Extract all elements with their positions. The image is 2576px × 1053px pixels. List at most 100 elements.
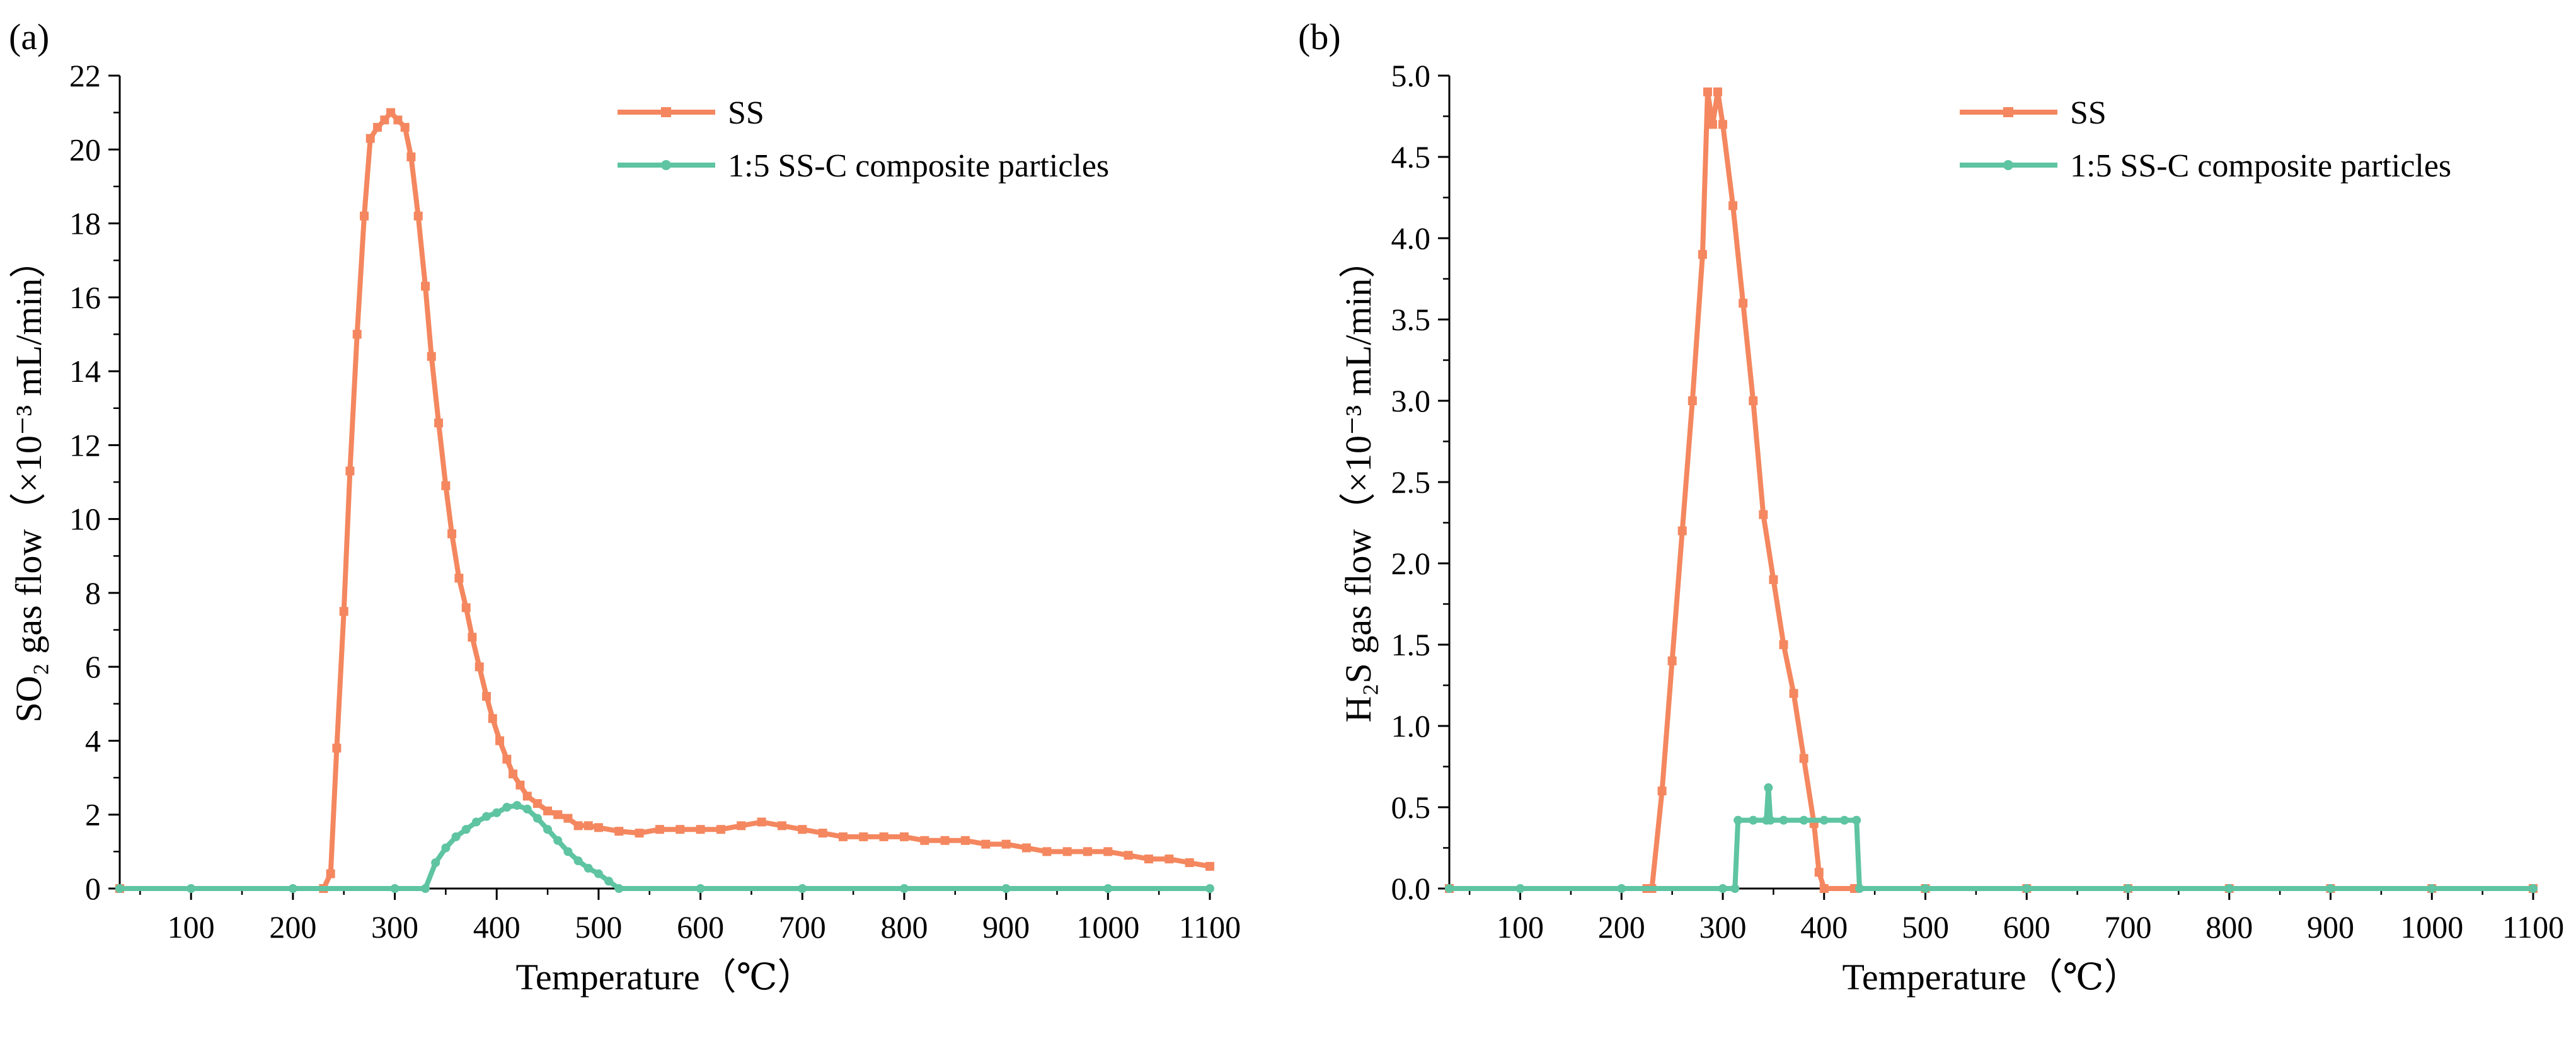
x-tick-label: 100	[168, 909, 215, 945]
data-point	[1185, 858, 1194, 867]
x-tick-label: 1100	[2502, 909, 2564, 945]
data-point	[373, 123, 382, 132]
x-tick-label: 500	[575, 909, 622, 945]
data-point	[1445, 884, 1454, 893]
data-point	[1042, 847, 1052, 856]
data-point	[573, 856, 583, 866]
data-point	[509, 769, 518, 779]
legend-entry-ss: SS	[1960, 95, 2107, 131]
data-point	[604, 877, 614, 886]
data-point	[2124, 884, 2133, 893]
data-point	[1062, 847, 1072, 856]
data-point	[940, 836, 950, 845]
data-point	[563, 847, 573, 856]
y-tick-label: 20	[69, 132, 101, 167]
data-point	[1799, 815, 1808, 825]
data-point	[859, 832, 868, 841]
data-point	[502, 754, 512, 764]
series-ss-c-composite	[115, 801, 1214, 893]
data-point	[563, 814, 573, 823]
data-point	[1144, 854, 1153, 864]
data-point	[471, 817, 481, 827]
data-point	[1739, 299, 1748, 308]
x-tick-label: 700	[779, 909, 826, 945]
data-point	[676, 825, 685, 834]
y-tick-label: 0.0	[1391, 871, 1431, 906]
data-point	[431, 858, 440, 867]
data-point	[1718, 884, 1728, 893]
x-tick-label: 400	[473, 909, 520, 945]
data-point	[434, 418, 444, 428]
x-tick-label: 600	[677, 909, 724, 945]
data-point	[737, 821, 746, 831]
data-point	[454, 573, 464, 583]
y-tick-label: 3.0	[1391, 383, 1431, 418]
data-point	[1001, 839, 1011, 849]
data-point	[468, 633, 477, 642]
data-point	[1799, 754, 1808, 763]
data-point	[1855, 884, 1865, 893]
data-point	[1688, 396, 1697, 405]
data-point	[1789, 689, 1798, 698]
x-tick-label: 600	[2003, 909, 2050, 945]
data-point	[441, 481, 451, 490]
data-point	[1708, 120, 1717, 129]
data-point	[1617, 884, 1626, 893]
data-point	[406, 152, 416, 161]
data-point	[594, 869, 603, 878]
data-point	[360, 211, 369, 221]
data-point	[1839, 815, 1849, 825]
y-tick-label: 1.0	[1391, 708, 1431, 744]
data-point	[482, 692, 492, 701]
data-point	[1205, 861, 1214, 871]
legend-marker	[661, 160, 671, 170]
y-tick-label: 16	[69, 280, 101, 315]
legend-entry-ss: SS	[618, 95, 764, 131]
data-point	[532, 799, 542, 808]
data-point	[380, 115, 389, 125]
y-tick-label: 2.0	[1391, 546, 1431, 581]
data-point	[584, 863, 593, 873]
data-point	[655, 825, 664, 834]
data-point	[696, 884, 705, 893]
y-tick-label: 0.5	[1391, 790, 1431, 825]
data-point	[352, 330, 362, 339]
legend-marker	[661, 107, 671, 117]
data-point	[461, 825, 471, 834]
x-tick-label: 200	[269, 909, 316, 945]
series-ss	[1445, 87, 2538, 893]
data-point	[461, 603, 471, 613]
data-point	[543, 806, 553, 815]
y-tick-label: 0	[85, 871, 101, 906]
x-tick-label: 700	[2105, 909, 2152, 945]
x-tick-label: 1000	[1076, 909, 1139, 945]
x-tick-label: 500	[1902, 909, 1949, 945]
data-point	[1819, 815, 1829, 825]
data-point	[1703, 87, 1712, 96]
y-tick-label: 1.5	[1391, 627, 1431, 662]
data-point	[1759, 510, 1768, 519]
data-point	[421, 884, 430, 893]
data-point	[332, 744, 342, 753]
data-point	[879, 832, 888, 841]
series-line	[1449, 785, 2533, 891]
data-point	[512, 801, 522, 810]
y-tick-label: 12	[69, 427, 101, 463]
x-tick-label: 400	[1800, 909, 1848, 945]
data-point	[1814, 868, 1824, 877]
data-point	[532, 814, 542, 823]
y-tick-label: 6	[85, 649, 101, 684]
data-point	[777, 821, 786, 831]
data-point	[451, 832, 461, 841]
y-tick-label: 4.0	[1391, 221, 1431, 256]
data-point	[1730, 884, 1740, 893]
y-tick-label: 22	[69, 58, 101, 93]
data-point	[1001, 884, 1011, 893]
x-tick-label: 900	[2307, 909, 2354, 945]
chart-panel-b: (b) 100 200 300 400 500 600 700 800 900 1000 1100 0.…	[1298, 16, 2564, 998]
data-point	[1713, 87, 1722, 96]
panel-label: (a)	[9, 16, 49, 57]
legend-label: SS	[728, 95, 764, 131]
